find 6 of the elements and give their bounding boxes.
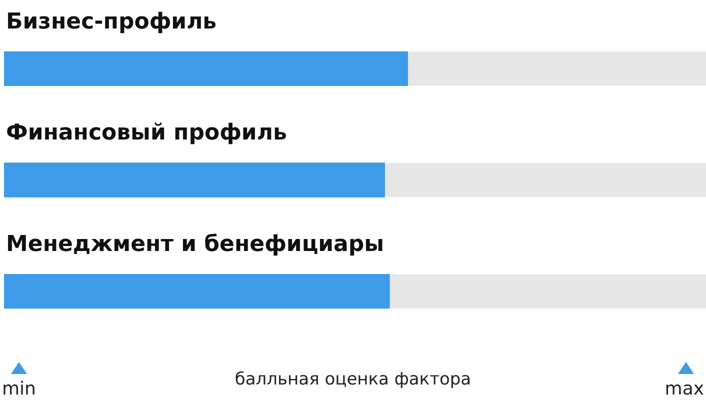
x-axis-title: балльная оценка фактора [234, 369, 472, 390]
text: min [2, 378, 36, 400]
y-tick-label: Финансовый профиль [6, 120, 287, 146]
y-tick-label: Менеджмент и бенефициары [6, 232, 384, 258]
text: max [664, 378, 704, 400]
y-tick-label: Бизнес-профиль [6, 9, 217, 34]
